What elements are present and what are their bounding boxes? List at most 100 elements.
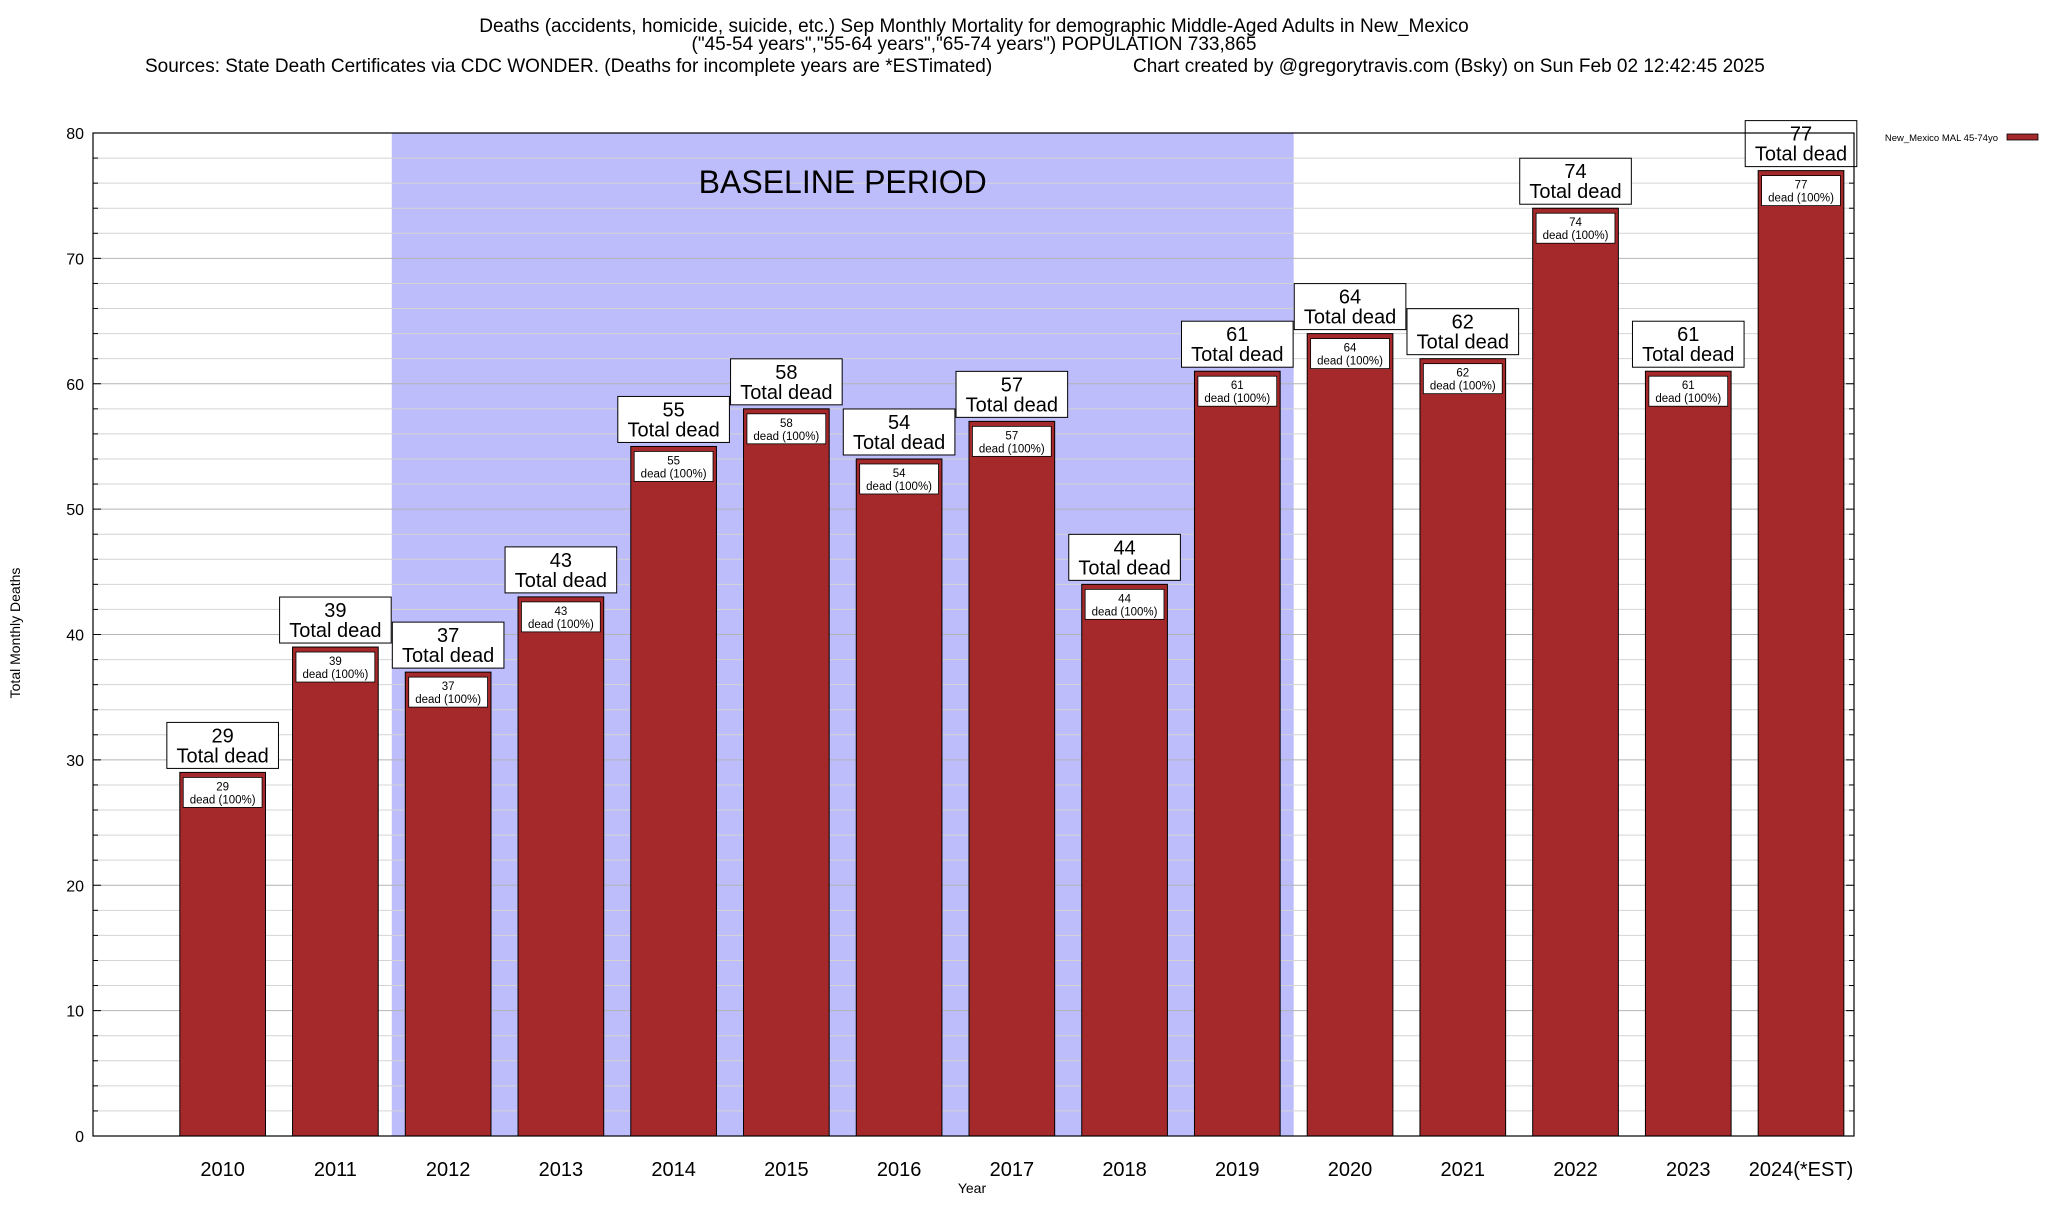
bar-total-value-label: 61 xyxy=(1226,324,1248,346)
bar-inner-label-box xyxy=(521,601,601,633)
y-tick-label: 30 xyxy=(66,753,84,770)
x-tick-label: 2023 xyxy=(1666,1159,1711,1181)
bar xyxy=(1419,358,1507,1137)
bar-inner-percent-label: dead (100%) xyxy=(190,794,256,806)
bar-inner-label-box xyxy=(746,413,827,445)
bar-inner-value-label: 77 xyxy=(1795,180,1808,192)
bar-inner-label-box xyxy=(1422,363,1503,395)
bar xyxy=(630,445,717,1137)
bar-inner-percent-label: dead (100%) xyxy=(1092,606,1158,618)
bar-inner-percent-label: dead (100%) xyxy=(302,669,368,681)
bar-inner-label-box xyxy=(1084,588,1165,620)
bar xyxy=(855,458,943,1137)
bar-inner-label-box xyxy=(972,425,1052,457)
bar-inner-percent-label: dead (100%) xyxy=(1655,393,1721,405)
bar-total-label-box xyxy=(279,596,392,644)
bar-inner-value-label: 74 xyxy=(1569,217,1582,229)
bar-total-text-label: Total dead xyxy=(402,645,494,667)
bar-total-text-label: Total dead xyxy=(289,620,381,642)
x-tick-label: 2011 xyxy=(314,1159,357,1181)
x-tick-label: 2015 xyxy=(764,1159,809,1181)
bar-total-label-box xyxy=(1181,320,1294,368)
bar-total-text-label: Total dead xyxy=(1755,144,1847,166)
bar-inner-percent-label: dead (100%) xyxy=(528,619,594,631)
bar-inner-label-box xyxy=(1535,212,1616,244)
y-tick-label: 70 xyxy=(66,251,84,268)
bar-total-label-box xyxy=(166,721,279,769)
bar-inner-label-box xyxy=(182,777,263,808)
bar-inner-value-label: 43 xyxy=(554,606,567,618)
bar xyxy=(1081,583,1168,1137)
plot-frame xyxy=(92,132,1855,1137)
baseline-period-label: BASELINE PERIOD xyxy=(699,164,987,200)
bar-inner-value-label: 37 xyxy=(442,681,455,693)
bar-inner-percent-label: dead (100%) xyxy=(866,481,932,493)
bar-total-label-box xyxy=(1293,283,1407,331)
bar-inner-value-label: 29 xyxy=(216,781,229,793)
bar-total-label-box xyxy=(842,408,956,456)
y-tick-label: 60 xyxy=(66,377,84,394)
bar xyxy=(968,420,1056,1137)
bar-inner-percent-label: dead (100%) xyxy=(415,694,481,706)
x-tick-label: 2018 xyxy=(1102,1159,1147,1181)
bar-inner-percent-label: dead (100%) xyxy=(641,468,707,480)
x-tick-label: 2013 xyxy=(539,1159,584,1181)
chart-title: Deaths (accidents, homicide, suicide, et… xyxy=(479,16,1469,37)
bar-inner-value-label: 64 xyxy=(1344,343,1357,355)
bar-inner-value-label: 55 xyxy=(667,455,680,467)
bar-inner-value-label: 39 xyxy=(329,656,342,668)
x-tick-label: 2019 xyxy=(1215,1159,1260,1181)
bar-total-text-label: Total dead xyxy=(1417,332,1509,354)
bar-total-label-box xyxy=(1406,308,1520,356)
bar xyxy=(1757,170,1845,1137)
bar-total-text-label: Total dead xyxy=(515,570,607,592)
bar xyxy=(292,646,379,1137)
chart-subtitle: ("45-54 years","55-64 years","65-74 year… xyxy=(692,34,1257,55)
bar-total-label-box xyxy=(391,621,505,669)
x-axis-label: Year xyxy=(958,1180,987,1196)
legend-label: New_Mexico MAL 45-74yo xyxy=(1885,133,1998,144)
bar-inner-value-label: 61 xyxy=(1682,380,1695,392)
bar-inner-percent-label: dead (100%) xyxy=(979,443,1045,455)
bar-total-text-label: Total dead xyxy=(1642,344,1734,366)
bar-total-text-label: Total dead xyxy=(740,382,832,404)
bar-inner-value-label: 54 xyxy=(893,468,906,480)
bar-inner-value-label: 58 xyxy=(780,418,793,430)
chart-credit: Chart created by @gregorytravis.com (Bsk… xyxy=(1133,56,1765,77)
bar-total-value-label: 77 xyxy=(1790,124,1812,146)
bar-total-label-box xyxy=(504,546,618,594)
y-tick-label: 40 xyxy=(66,628,84,645)
bar-inner-percent-label: dead (100%) xyxy=(1430,381,1496,393)
bar-total-value-label: 43 xyxy=(550,550,572,572)
bar-inner-value-label: 62 xyxy=(1456,368,1469,380)
bar-inner-label-box xyxy=(633,451,714,482)
bar-total-text-label: Total dead xyxy=(1304,307,1396,329)
bar-total-value-label: 55 xyxy=(662,399,684,421)
y-tick-label: 50 xyxy=(66,502,84,519)
bar-inner-value-label: 61 xyxy=(1231,380,1244,392)
bar xyxy=(1193,370,1281,1137)
bar-inner-percent-label: dead (100%) xyxy=(1317,356,1383,368)
bar-total-value-label: 58 xyxy=(775,362,797,384)
bar-inner-value-label: 44 xyxy=(1118,593,1131,605)
bar-total-value-label: 37 xyxy=(437,625,459,647)
bar-total-value-label: 44 xyxy=(1113,537,1135,559)
bar xyxy=(179,771,266,1137)
x-tick-label: 2017 xyxy=(990,1159,1035,1181)
bar-total-text-label: Total dead xyxy=(1529,181,1621,203)
bar-total-value-label: 74 xyxy=(1564,161,1586,183)
bar-total-label-box xyxy=(1744,120,1858,168)
bar-total-value-label: 54 xyxy=(888,412,910,434)
bar-total-label-box xyxy=(1068,533,1181,581)
x-tick-label: 2016 xyxy=(877,1159,922,1181)
